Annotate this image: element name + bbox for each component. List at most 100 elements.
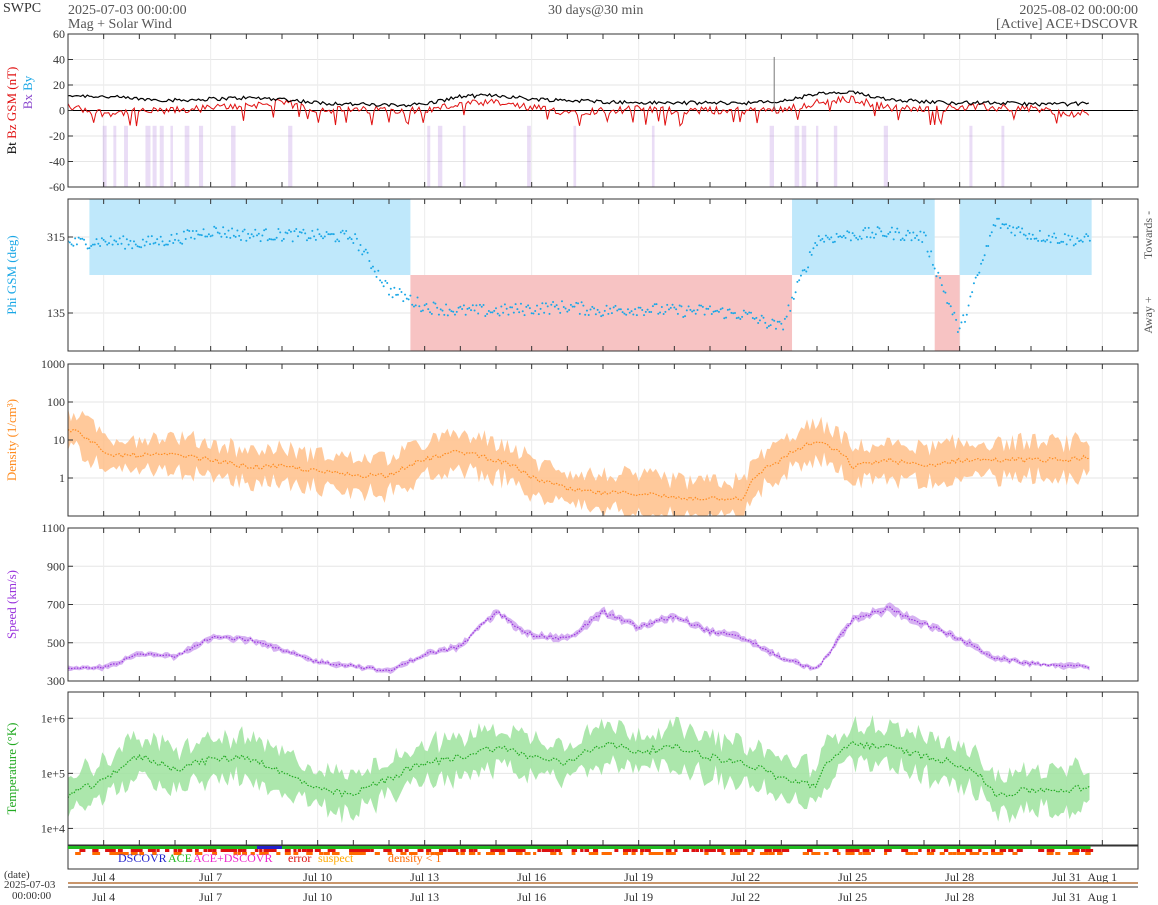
error-flag: [717, 849, 724, 852]
density-flag: [631, 852, 636, 855]
phi-point: [1047, 234, 1050, 237]
phi-point: [696, 309, 699, 312]
phi-point: [650, 311, 653, 314]
phi-point: [521, 310, 524, 313]
phi-point: [530, 312, 533, 315]
error-flag: [956, 849, 960, 852]
phi-point: [550, 303, 553, 306]
phi-point: [1010, 231, 1013, 234]
phi-point: [389, 287, 392, 290]
phi-point: [926, 250, 929, 253]
bz-south-spike: [1001, 125, 1005, 187]
density-flag: [387, 852, 393, 855]
sector-towards: [959, 199, 1092, 275]
phi-point: [862, 229, 865, 232]
phi-point: [846, 230, 849, 233]
density-flag: [969, 852, 975, 855]
phi-point: [669, 306, 672, 309]
phi-point: [730, 311, 733, 314]
y-tick-label: 1100: [41, 521, 65, 535]
phi-point: [675, 308, 678, 311]
phi-point: [956, 331, 959, 334]
phi-point: [179, 241, 182, 244]
phi-point: [889, 231, 892, 234]
phi-point: [346, 237, 349, 240]
phi-point: [309, 237, 312, 240]
panel-body: [68, 34, 1138, 187]
phi-point: [559, 311, 562, 314]
phi-point: [687, 305, 690, 308]
error-flag: [1038, 849, 1045, 852]
phi-point: [552, 300, 555, 303]
y-tick-label: -60: [49, 180, 65, 194]
phi-point: [145, 240, 148, 243]
phi-point: [553, 305, 556, 308]
x-tick-label-bottom: Jul 25: [838, 890, 867, 904]
ace-coverage-bar: [68, 846, 1091, 849]
error-flag: [327, 849, 333, 852]
phi-point: [705, 307, 708, 310]
phi-point: [1017, 226, 1020, 229]
phi-point: [607, 312, 610, 315]
phi-point: [933, 267, 936, 270]
density-flag: [413, 852, 418, 855]
phi-point: [568, 308, 571, 311]
y-tick-label: 1e+6: [41, 711, 65, 725]
error-flag: [147, 849, 155, 852]
error-flag: [1080, 849, 1086, 852]
phi-point: [293, 230, 296, 233]
phi-point: [334, 240, 337, 243]
phi-point: [942, 290, 945, 293]
phi-point: [758, 319, 761, 322]
phi-point: [446, 314, 449, 317]
phi-point: [1069, 238, 1072, 241]
density-flag: [862, 852, 869, 855]
phi-point: [840, 236, 843, 239]
phi-point: [741, 315, 744, 318]
phi-point: [1072, 244, 1075, 247]
phi-point: [858, 235, 861, 238]
phi-point: [701, 305, 704, 308]
y-tick-label: 1000: [41, 357, 65, 371]
error-flag: [550, 849, 555, 852]
phi-point: [823, 240, 826, 243]
bz-south-spike: [969, 125, 973, 187]
phi-point: [906, 229, 909, 232]
phi-point: [860, 237, 863, 240]
phi-point: [937, 271, 940, 274]
phi-point: [892, 238, 895, 241]
phi-point: [962, 314, 965, 317]
phi-point: [304, 232, 307, 235]
x-tick-label-bottom: Jul 13: [410, 890, 439, 904]
phi-point: [232, 234, 235, 237]
phi-point: [651, 305, 654, 308]
phi-point: [742, 309, 745, 312]
phi-point: [149, 243, 152, 246]
phi-point: [229, 236, 232, 239]
phi-point: [184, 238, 187, 241]
panel-speed: 1100 900 700 500 300 Speed (km/s): [4, 521, 1139, 688]
panel-body: [68, 528, 1138, 681]
error-flag: [631, 849, 638, 852]
phi-point: [213, 225, 216, 228]
density-flag: [648, 852, 655, 855]
phi-point: [1065, 243, 1068, 246]
phi-point: [118, 237, 121, 240]
phi-point: [1071, 235, 1074, 238]
error-flag: [695, 849, 699, 852]
phi-point: [270, 238, 273, 241]
phi-point: [774, 327, 777, 330]
x-tick-label-bottom: Jul 19: [624, 890, 653, 904]
phi-point: [1053, 232, 1056, 235]
phi-point: [186, 229, 189, 232]
phi-point: [798, 279, 801, 282]
density-flag: [670, 852, 676, 855]
phi-point: [939, 276, 942, 279]
legend-ace: ACE: [168, 851, 192, 865]
phi-point: [154, 241, 157, 244]
density-flag: [199, 852, 203, 855]
phi-point: [799, 274, 802, 277]
phi-point: [470, 309, 473, 312]
phi-point: [124, 247, 127, 250]
phi-point: [97, 242, 100, 245]
